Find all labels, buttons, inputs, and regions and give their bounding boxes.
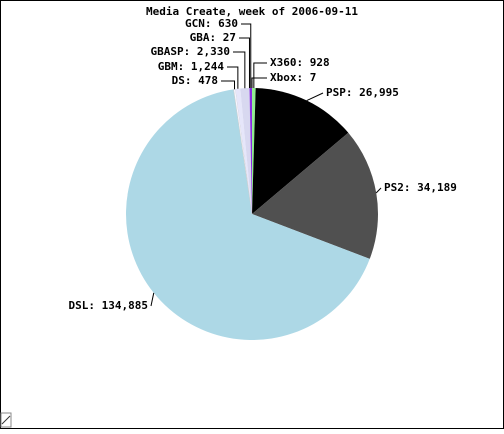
slice-label: GCN: 630 bbox=[185, 17, 238, 30]
slice-label: Xbox: 7 bbox=[270, 71, 316, 84]
slice-label: DSL: 134,885 bbox=[69, 299, 148, 312]
slice-label: PSP: 26,995 bbox=[326, 86, 399, 99]
slice-label: X360: 928 bbox=[270, 56, 330, 69]
slice-label: GBASP: 2,330 bbox=[151, 45, 230, 58]
slice-label: GBM: 1,244 bbox=[158, 60, 225, 73]
slice-label: PS2: 34,189 bbox=[384, 181, 457, 194]
slice-label: DS: 478 bbox=[172, 74, 218, 87]
chart-title: Media Create, week of 2006-09-11 bbox=[146, 5, 358, 18]
slice-label: GBA: 27 bbox=[190, 31, 236, 44]
